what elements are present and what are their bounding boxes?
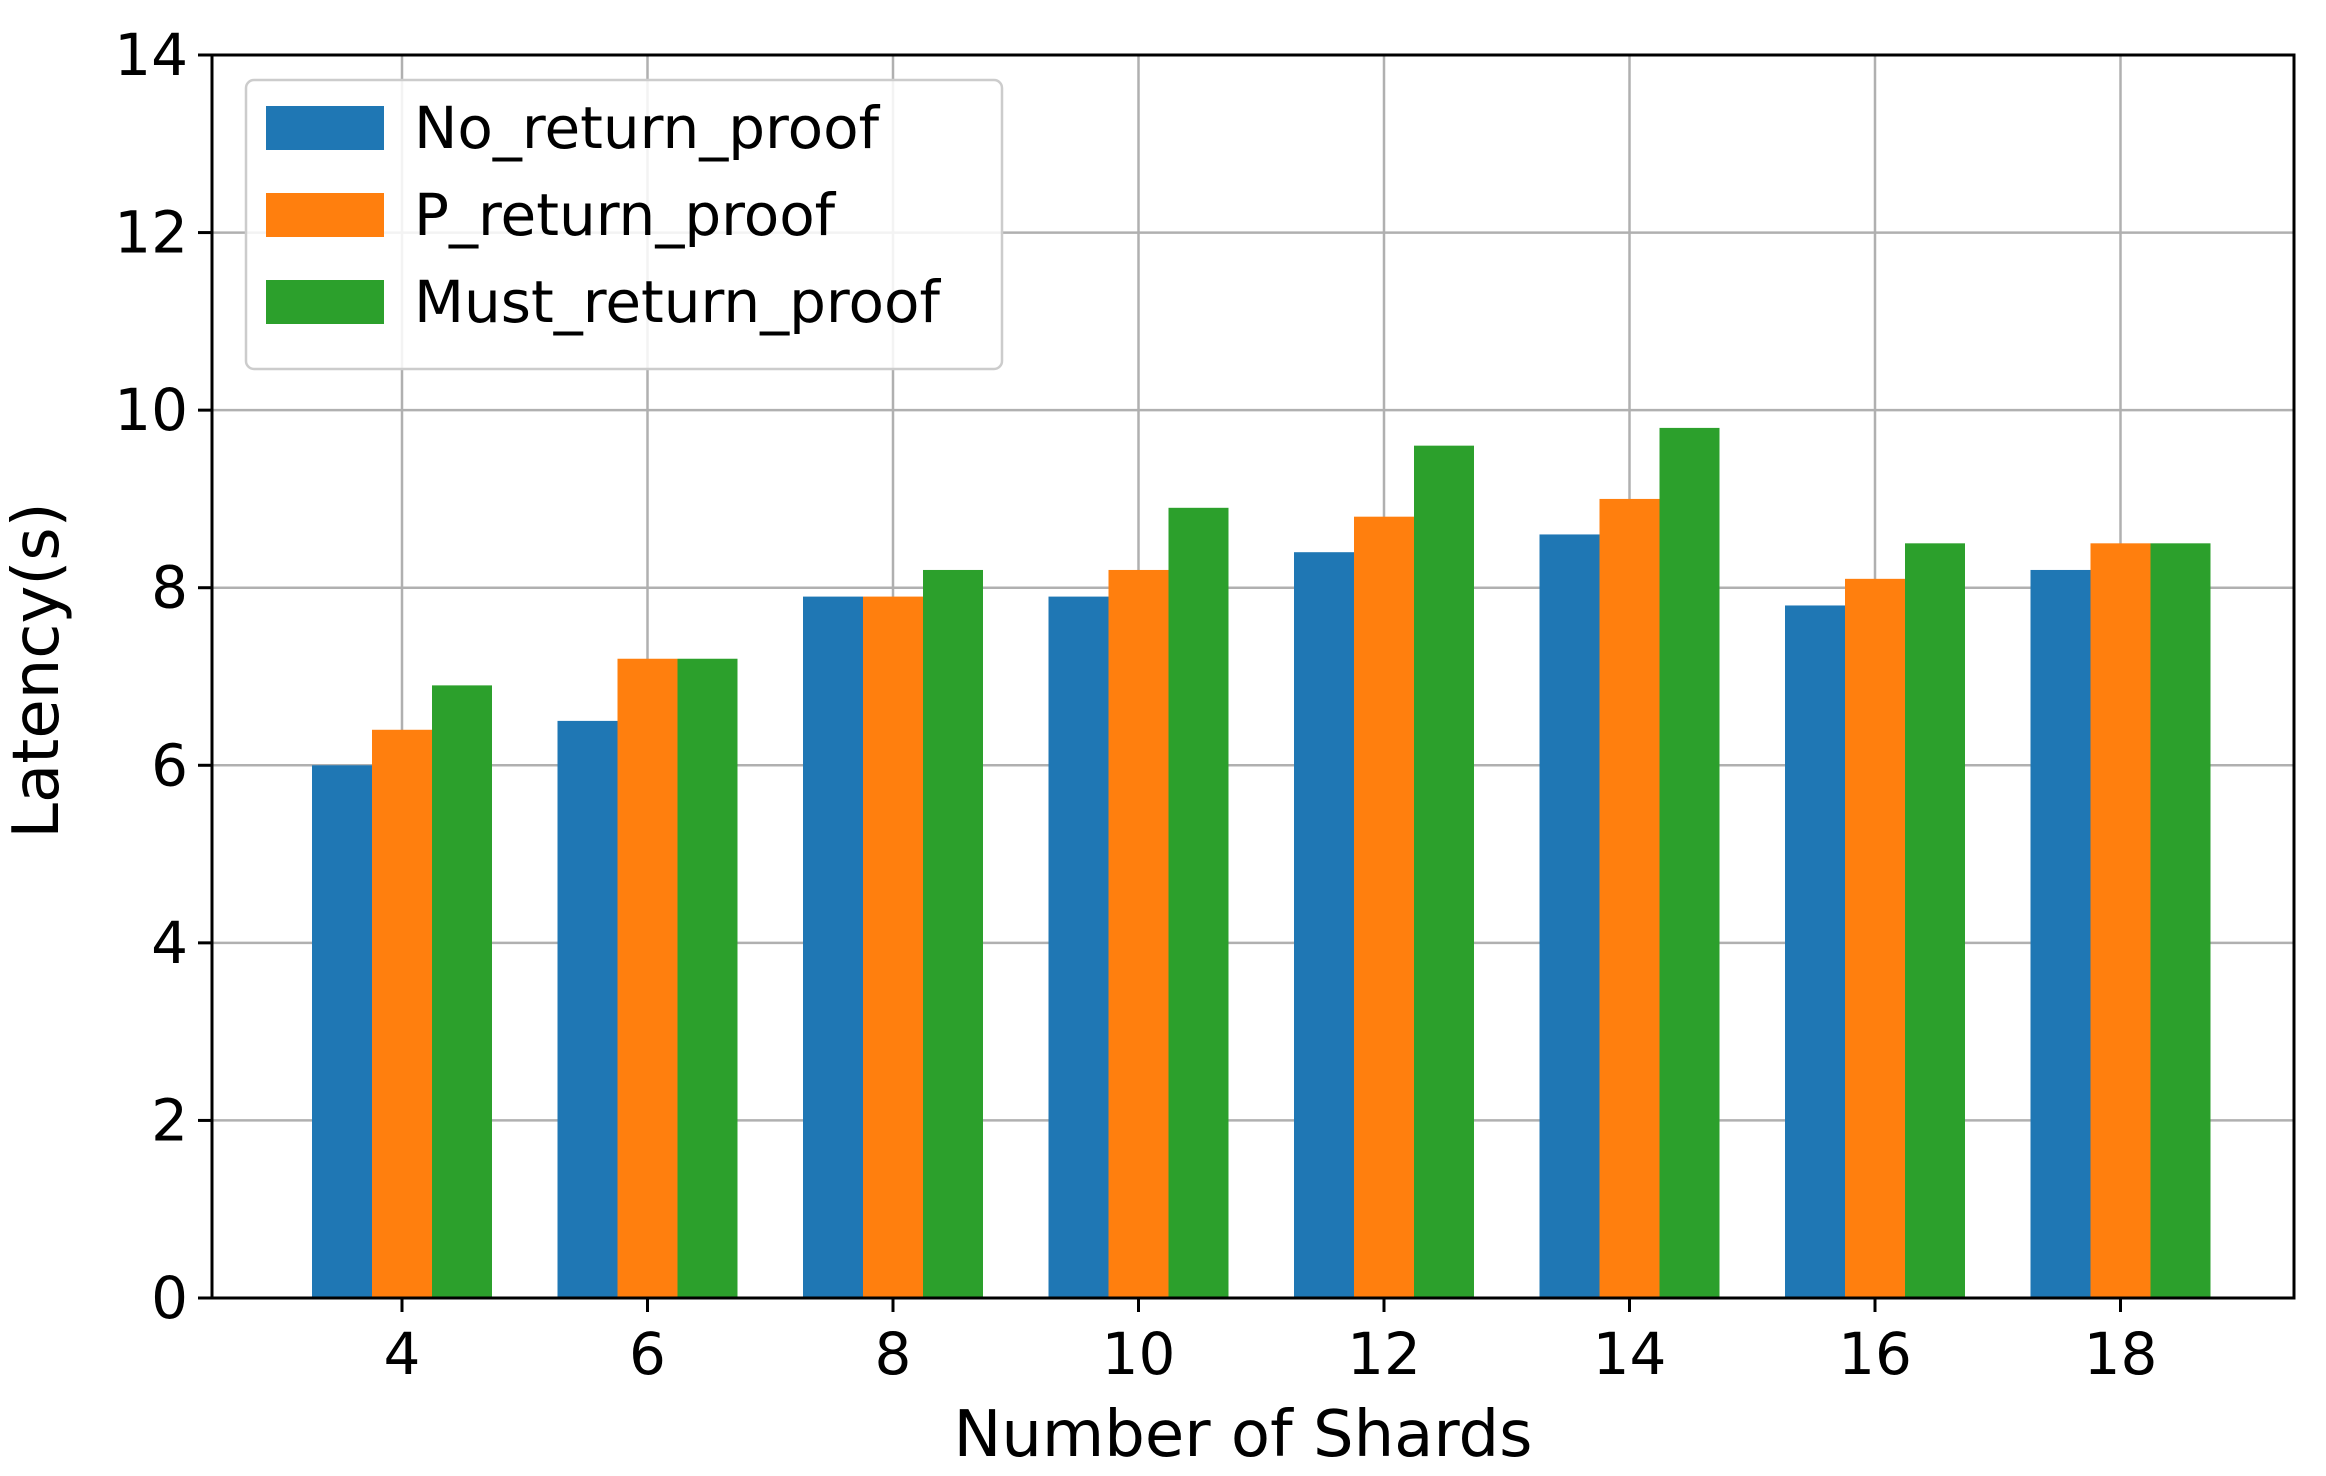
bar-must-return-proof — [923, 569, 983, 1298]
legend-swatch — [266, 280, 384, 324]
bar-no-return-proof — [2030, 569, 2091, 1298]
x-tick-label: 4 — [384, 1320, 421, 1388]
x-tick-label: 6 — [629, 1320, 666, 1388]
x-tick-label: 8 — [875, 1320, 912, 1388]
bar-no-return-proof — [803, 596, 863, 1298]
bar-no-return-proof — [312, 765, 372, 1298]
bar-p-return-proof — [2090, 543, 2151, 1298]
bar-p-return-proof — [617, 658, 678, 1298]
x-axis-label: Number of Shards — [953, 1398, 1532, 1471]
bar-no-return-proof — [1539, 534, 1600, 1298]
legend-box — [244, 78, 1004, 371]
y-tick-label: 8 — [151, 554, 188, 622]
plot-frame — [210, 53, 2296, 1300]
bar-must-return-proof — [2150, 543, 2211, 1298]
y-tick-label: 6 — [151, 731, 188, 799]
bar-must-return-proof — [1414, 445, 1474, 1299]
x-tick-label: 18 — [2084, 1320, 2158, 1388]
x-tick-label: 16 — [1838, 1320, 1912, 1388]
bar-p-return-proof — [372, 729, 432, 1298]
x-tick-label: 10 — [1102, 1320, 1176, 1388]
bar-no-return-proof — [557, 720, 618, 1298]
legend-label: No_return_proof — [414, 94, 881, 162]
bar-no-return-proof — [1294, 552, 1354, 1298]
bar-must-return-proof — [677, 658, 738, 1298]
bar-p-return-proof — [1354, 516, 1414, 1298]
bar-no-return-proof — [1048, 596, 1109, 1298]
legend-label: Must_return_proof — [414, 268, 941, 336]
bar-p-return-proof — [863, 596, 923, 1298]
y-tick-label: 0 — [151, 1264, 188, 1332]
bar-p-return-proof — [1108, 569, 1169, 1298]
legend-swatch — [266, 106, 384, 150]
y-tick-label: 2 — [151, 1086, 188, 1154]
ticks: 0 2 4 6 8 10 12 14 4 6 8 10 12 14 16 18 — [114, 21, 2157, 1388]
y-tick-label: 4 — [151, 909, 188, 977]
bar-p-return-proof — [1845, 578, 1905, 1298]
y-tick-label: 12 — [114, 199, 188, 267]
x-tick-label: 12 — [1347, 1320, 1421, 1388]
y-tick-label: 14 — [114, 21, 188, 89]
legend-swatch — [266, 193, 384, 237]
bars — [312, 427, 2211, 1299]
bar-p-return-proof — [1599, 498, 1660, 1298]
bar-no-return-proof — [1785, 605, 1845, 1298]
bar-must-return-proof — [1168, 507, 1229, 1298]
bar-must-return-proof — [1905, 543, 1965, 1298]
legend: No_return_proof P_return_proof Must_return… — [244, 78, 1004, 371]
bar-must-return-proof — [432, 685, 492, 1298]
y-axis-label: Latency(s) — [0, 502, 74, 838]
x-tick-label: 14 — [1593, 1320, 1667, 1388]
bar-must-return-proof — [1659, 427, 1720, 1298]
y-tick-label: 10 — [114, 376, 188, 444]
legend-label: P_return_proof — [414, 181, 837, 249]
